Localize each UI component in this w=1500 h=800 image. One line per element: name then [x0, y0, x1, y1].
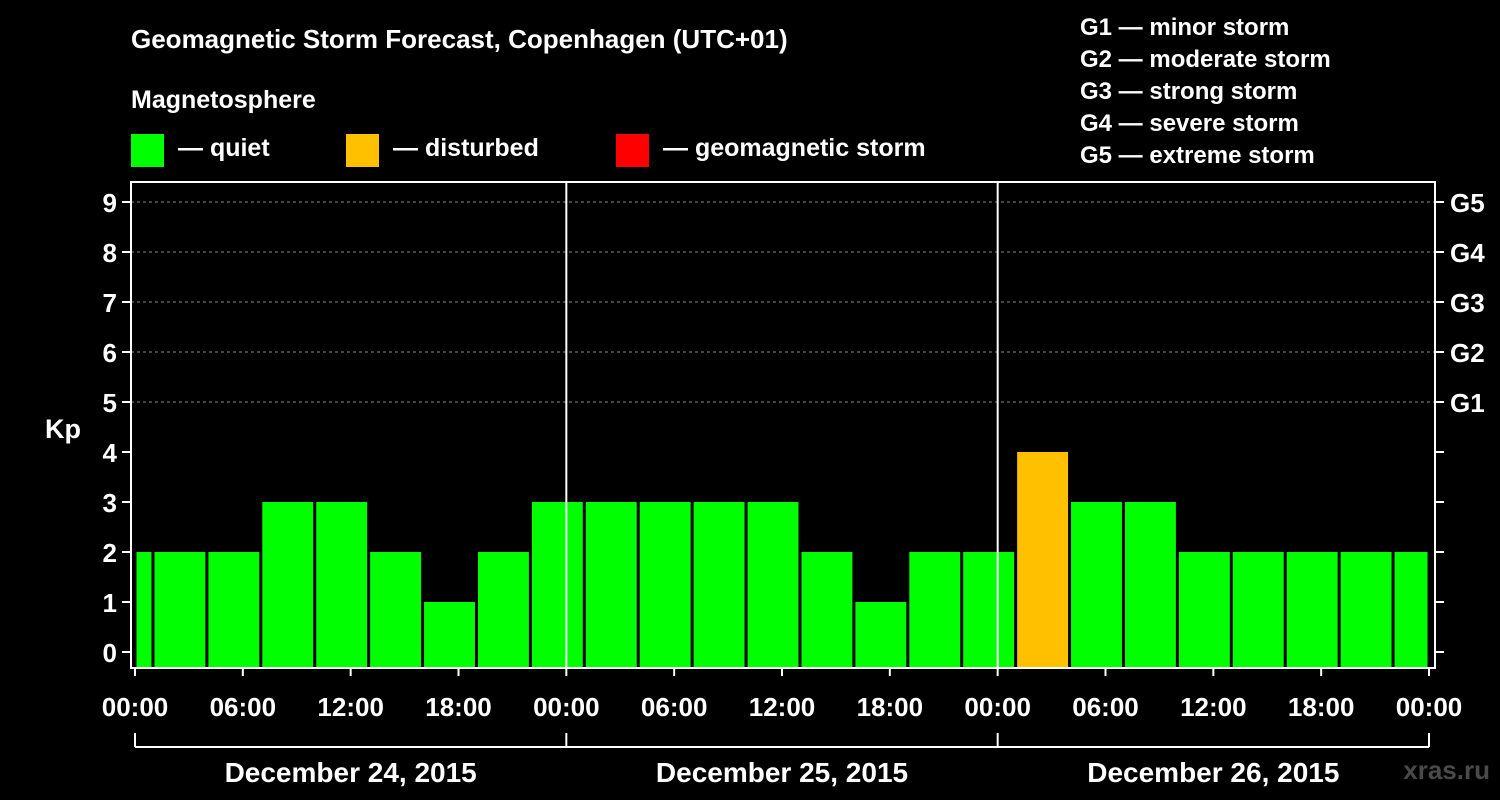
magnetosphere-heading: Magnetosphere	[131, 86, 316, 114]
bar-5	[370, 552, 422, 668]
y-tick-label-7: 7	[103, 288, 117, 318]
day-label-1: December 25, 2015	[656, 757, 908, 788]
right-tick-label-G2: G2	[1450, 338, 1485, 368]
bar-11	[693, 502, 745, 668]
bar-16	[963, 552, 1015, 668]
bar-1	[154, 552, 206, 668]
legend-swatch-storm	[616, 134, 649, 167]
bar-12	[747, 502, 799, 668]
bar-20	[1178, 552, 1230, 668]
legend-label-disturbed: — disturbed	[393, 134, 539, 162]
x-tick-label-0: 00:00	[102, 692, 169, 722]
y-tick-label-8: 8	[103, 238, 117, 268]
grid-lines	[131, 201, 1435, 403]
storm-scale-g2: G2 — moderate storm	[1080, 46, 1331, 73]
bar-10	[639, 502, 691, 668]
legend-label-storm: — geomagnetic storm	[663, 134, 926, 162]
x-tick-label-6: 12:00	[749, 692, 816, 722]
y-tick-label-0: 0	[103, 638, 117, 668]
bar-3	[262, 502, 314, 668]
bar-4	[316, 502, 368, 668]
day-label-2: December 26, 2015	[1087, 757, 1339, 788]
bar-9	[585, 502, 637, 668]
bar-14	[855, 602, 907, 668]
x-tick-label-4: 00:00	[533, 692, 600, 722]
axes: 0 1 2 3 4 5 6 7 8 9 G1 G2 G3 G4 G5 00:00 06:00 12:00 18:00…	[102, 188, 1485, 788]
bar-8	[531, 502, 583, 668]
right-tick-label-G3: G3	[1450, 288, 1485, 318]
watermark: xras.ru	[1403, 755, 1490, 785]
day-label-0: December 24, 2015	[225, 757, 477, 788]
right-tick-label-G5: G5	[1450, 188, 1485, 218]
bar-series	[136, 452, 1428, 668]
y-tick-label-1: 1	[103, 588, 117, 618]
y-axis-label: Kp	[45, 414, 81, 444]
bar-13	[801, 552, 853, 668]
right-tick-label-G4: G4	[1450, 238, 1485, 268]
chart-title: Geomagnetic Storm Forecast, Copenhagen (…	[131, 24, 788, 54]
bar-15	[909, 552, 961, 668]
storm-scale-g3: G3 — strong storm	[1080, 78, 1298, 105]
bar-2	[208, 552, 260, 668]
bar-7	[477, 552, 529, 668]
bar-23	[1340, 552, 1392, 668]
x-tick-label-3: 18:00	[425, 692, 492, 722]
legend-swatch-quiet	[131, 134, 164, 167]
storm-scale-g1: G1 — minor storm	[1080, 14, 1290, 41]
right-tick-label-G1: G1	[1450, 388, 1485, 418]
x-tick-label-7: 18:00	[857, 692, 924, 722]
x-tick-label-5: 06:00	[641, 692, 708, 722]
y-tick-label-3: 3	[103, 488, 117, 518]
bar-24	[1394, 552, 1428, 668]
bar-0	[136, 552, 152, 668]
x-tick-label-8: 00:00	[964, 692, 1031, 722]
legend-swatch-disturbed	[346, 134, 379, 167]
x-tick-label-1: 06:00	[210, 692, 277, 722]
legend-label-quiet: — quiet	[178, 134, 270, 162]
x-tick-label-11: 18:00	[1288, 692, 1355, 722]
y-tick-label-5: 5	[103, 388, 117, 418]
y-tick-label-4: 4	[103, 438, 118, 468]
bar-17	[1017, 452, 1069, 668]
storm-scale-g4: G4 — severe storm	[1080, 110, 1299, 137]
storm-scale-g5: G5 — extreme storm	[1080, 142, 1315, 169]
bar-19	[1124, 502, 1176, 668]
bar-22	[1286, 552, 1338, 668]
bar-6	[424, 602, 475, 668]
x-tick-label-9: 06:00	[1072, 692, 1139, 722]
x-tick-label-10: 12:00	[1180, 692, 1247, 722]
y-tick-label-9: 9	[103, 188, 117, 218]
x-tick-label-2: 12:00	[317, 692, 384, 722]
bar-21	[1232, 552, 1284, 668]
y-tick-label-2: 2	[103, 538, 117, 568]
x-tick-label-12: 00:00	[1396, 692, 1463, 722]
bar-18	[1071, 502, 1122, 668]
y-tick-label-6: 6	[103, 338, 117, 368]
